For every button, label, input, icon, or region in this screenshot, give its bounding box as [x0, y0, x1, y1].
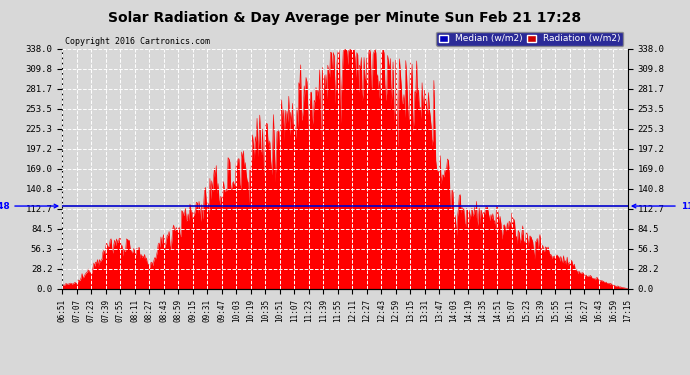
- Text: 116.48: 116.48: [0, 201, 58, 210]
- Text: Copyright 2016 Cartronics.com: Copyright 2016 Cartronics.com: [65, 38, 210, 46]
- Text: Solar Radiation & Day Average per Minute Sun Feb 21 17:28: Solar Radiation & Day Average per Minute…: [108, 11, 582, 25]
- Text: 116.48: 116.48: [632, 201, 690, 210]
- Legend: Median (w/m2), Radiation (w/m2): Median (w/m2), Radiation (w/m2): [436, 32, 623, 46]
